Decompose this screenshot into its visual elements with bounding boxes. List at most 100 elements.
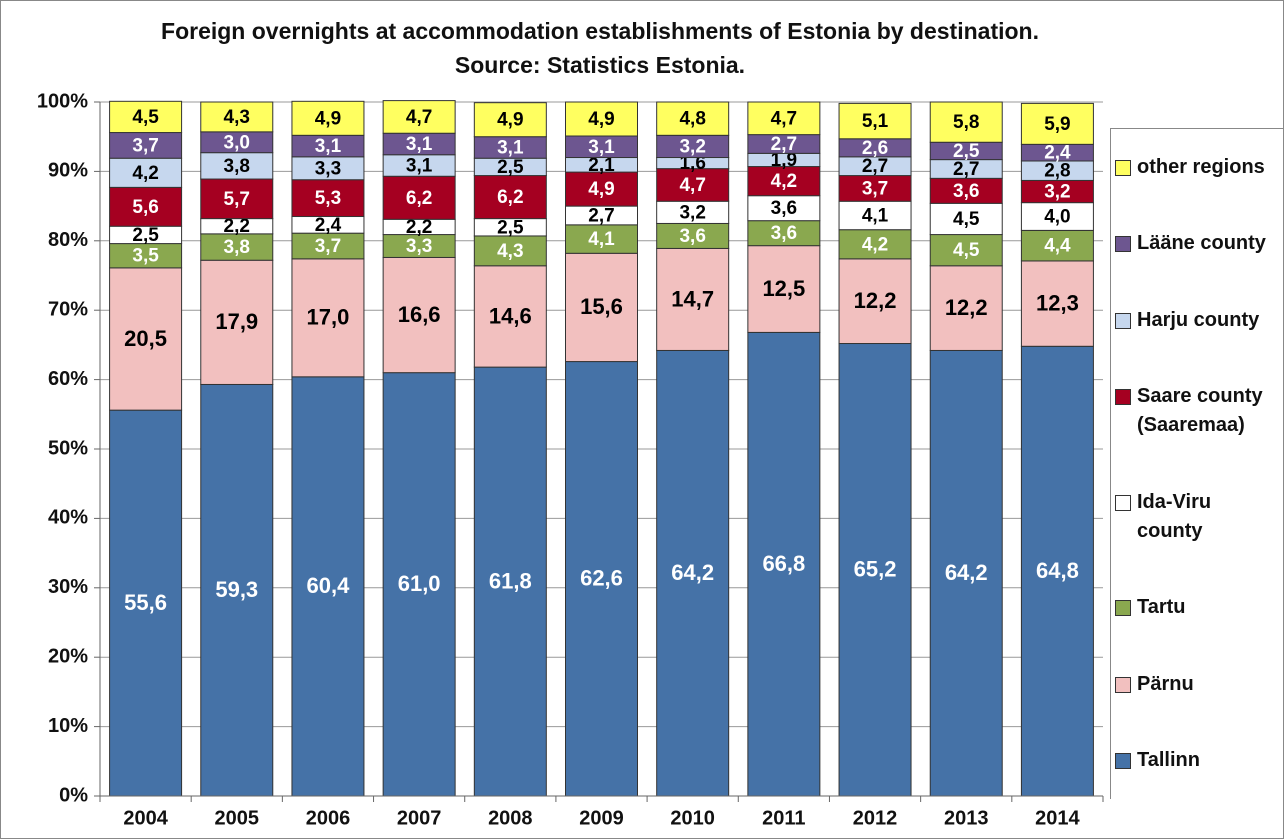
data-label: 4,1 [862, 205, 889, 226]
data-label: 4,3 [497, 241, 523, 262]
bar-segment [929, 265, 1003, 351]
bar-segment [109, 409, 183, 797]
data-label: 2,7 [862, 156, 888, 177]
bar-segment [473, 265, 547, 368]
x-tick-label: 2010 [670, 807, 715, 829]
data-label: 62,6 [580, 566, 623, 591]
legend-swatch [1115, 159, 1131, 176]
bar-segment [473, 102, 547, 138]
data-label: 4,1 [588, 229, 615, 250]
bar-segment [747, 245, 821, 333]
bar-segment [109, 157, 183, 188]
bar-segment [565, 101, 638, 137]
x-tick-label: 2014 [1035, 807, 1080, 829]
bar-segment [382, 256, 456, 374]
x-tick-label: 2011 [762, 807, 805, 829]
x-tick-label: 2004 [123, 807, 168, 829]
data-label: 6,2 [497, 187, 523, 208]
data-label: 3,3 [315, 158, 341, 179]
bar-segment [200, 233, 274, 261]
data-label: 14,7 [671, 286, 714, 311]
bar-segment [291, 100, 365, 136]
x-tick-label: 2009 [579, 807, 624, 829]
data-label: 4,8 [679, 109, 705, 130]
data-label: 4,9 [497, 110, 523, 131]
bar-segment [565, 252, 638, 363]
y-tick-label: 100% [37, 90, 88, 112]
data-label: 5,3 [315, 188, 341, 209]
data-label: 2,2 [406, 217, 432, 238]
data-label: 61,0 [398, 571, 441, 596]
data-label: 2,4 [1044, 143, 1071, 164]
data-label: 59,3 [215, 577, 258, 602]
data-label: 3,2 [1044, 182, 1070, 203]
bar-segment [838, 343, 912, 797]
bar-segment [473, 235, 547, 267]
bar-segment [109, 243, 183, 269]
bar-segment [291, 376, 365, 797]
data-label: 2,5 [497, 157, 524, 178]
y-tick-label: 20% [48, 645, 88, 667]
data-label: 2,5 [132, 225, 159, 246]
legend-entry: Saare county (Saaremaa) [1111, 382, 1283, 440]
x-tick-label: 2007 [397, 807, 442, 829]
data-label: 60,4 [307, 573, 351, 598]
data-label: 64,2 [945, 560, 988, 585]
bar-segment [291, 179, 365, 218]
data-label: 4,5 [953, 209, 980, 230]
data-label: 3,7 [862, 178, 888, 199]
data-label: 3,1 [588, 137, 615, 158]
bar-segment [1020, 345, 1094, 797]
data-label: 55,6 [124, 590, 167, 615]
bar-segment [838, 102, 912, 140]
legend-label: Tartu [1137, 596, 1186, 619]
data-label: 4,2 [771, 171, 797, 192]
bar-segment [929, 202, 1003, 236]
legend-entry: Lääne county [1111, 229, 1283, 258]
bar-segment [109, 132, 183, 159]
data-label: 15,6 [580, 294, 623, 319]
data-label: 61,8 [489, 568, 532, 593]
legend-label: Harju county [1137, 308, 1260, 331]
y-tick-label: 70% [48, 298, 88, 320]
data-label: 12,2 [854, 288, 897, 313]
data-label: 3,7 [315, 236, 341, 257]
bar-segment [565, 224, 638, 254]
data-label: 16,6 [398, 302, 441, 327]
bar-segment [656, 222, 730, 249]
legend-label: Ida-Viru county [1137, 490, 1212, 542]
bar-segment [929, 177, 1003, 204]
data-label: 5,8 [953, 112, 979, 133]
data-label: 3,6 [679, 226, 705, 247]
data-label: 3,6 [953, 181, 979, 202]
bar-segment [109, 186, 183, 227]
y-tick-label: 80% [48, 229, 88, 251]
bar-segment [200, 152, 274, 180]
data-label: 2,5 [953, 141, 980, 162]
data-label: 1,6 [679, 153, 705, 174]
data-label: 3,1 [315, 136, 342, 157]
bar-segment [565, 171, 638, 207]
bar-segment [929, 101, 1003, 143]
data-label: 4,9 [588, 109, 614, 130]
bar-segment [838, 229, 912, 260]
data-label: 2,1 [588, 155, 615, 176]
y-tick-label: 50% [48, 437, 88, 459]
chart-title: Foreign overnights at accommodation esta… [161, 18, 1039, 78]
bar-segment [747, 101, 821, 136]
y-tick-label: 0% [59, 784, 88, 806]
data-label: 65,2 [854, 557, 897, 582]
bar-segment [291, 258, 365, 378]
legend-swatch [1115, 600, 1131, 617]
x-tick-label: 2006 [306, 807, 351, 829]
data-label: 12,3 [1036, 290, 1079, 315]
data-label: 4,7 [679, 175, 705, 196]
bar-segment [565, 361, 638, 797]
legend-label: other regions [1137, 155, 1265, 178]
data-label: 3,1 [406, 134, 433, 155]
legend-entry: Tartu [1111, 593, 1283, 622]
bar-segment [200, 259, 274, 385]
y-tick-label: 60% [48, 368, 88, 390]
data-label: 3,2 [679, 202, 705, 223]
data-label: 3,3 [406, 236, 432, 257]
